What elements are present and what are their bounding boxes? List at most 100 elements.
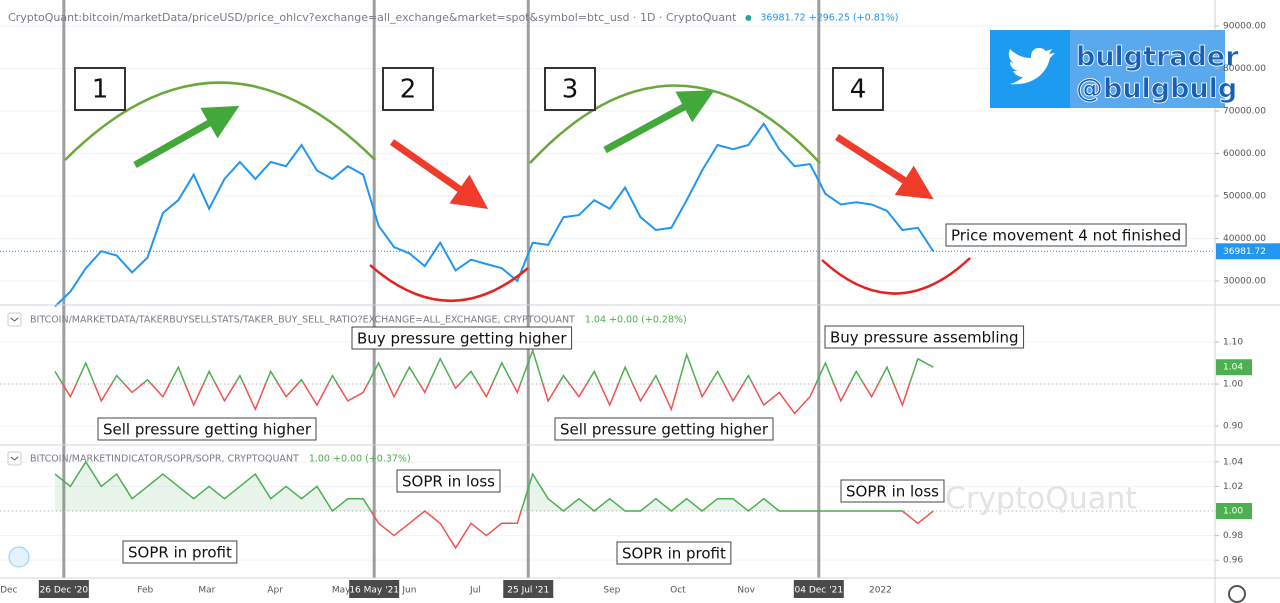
x-tick-label: Oct: [670, 586, 686, 596]
chevron: [10, 456, 19, 461]
annotation-box: [945, 223, 1187, 247]
annotation: SOPR in loss: [846, 483, 939, 501]
annotation: Sell pressure getting higher: [103, 421, 312, 439]
y-tick-label: 80000.00: [1223, 64, 1266, 74]
phase-box: [544, 67, 596, 111]
pane-quote: 1.00 +0.00 (+0.37%): [309, 454, 411, 465]
annotation: SOPR in loss: [402, 473, 495, 491]
y-tick-label: 0.96: [1223, 556, 1243, 566]
annotation: Buy pressure assembling: [830, 329, 1019, 347]
x-tick-label: 25 Jul '21: [507, 586, 549, 596]
arrow: [603, 90, 715, 154]
collapse-button[interactable]: [7, 312, 22, 327]
phase-label: 2: [400, 75, 417, 105]
pane-title: BITCOIN/MARKETINDICATOR/SOPR/SOPR, CRYPT…: [30, 454, 299, 465]
pane-quote: 36981.72 +296.25 (+0.81%): [760, 13, 898, 24]
watermark: CryptoQuant: [945, 482, 1137, 517]
line-down: [61, 384, 911, 415]
x-tick-label: Jul: [469, 586, 481, 596]
y-tick-label: 1.02: [1223, 482, 1243, 492]
phase-box: [382, 67, 434, 111]
x-tick-label: Feb: [137, 586, 153, 596]
series: [0, 121, 1215, 550]
annotation-box: [122, 540, 238, 564]
arrow: [133, 105, 240, 169]
phase-label: 3: [562, 75, 579, 105]
y-tick-label: 1.00: [1223, 380, 1243, 390]
x-tick-label: 2022: [869, 586, 892, 596]
status-dot: [745, 15, 752, 21]
x-tick-label: Sep: [603, 586, 620, 596]
line-up: [54, 460, 934, 512]
x-tick-label: Jun: [401, 586, 416, 596]
last-value-label: 36981.72: [1223, 247, 1266, 257]
annotation: Sell pressure getting higher: [560, 421, 769, 439]
x-tick-label: 26 Dec '20: [40, 586, 89, 596]
arrow: [389, 139, 489, 210]
phase-label: 1: [92, 75, 109, 105]
x-tick-label: May: [332, 586, 351, 596]
annotation-box: [396, 469, 501, 493]
y-tick-label: 0.98: [1223, 531, 1243, 541]
x-tick-highlight: [349, 580, 400, 598]
annotation-box: [351, 326, 573, 350]
trend-arc: [529, 84, 821, 164]
settings-icon[interactable]: [1228, 585, 1246, 603]
price-line: [54, 121, 935, 308]
last-value-box: [1216, 503, 1252, 520]
pane-quote: 1.04 +0.00 (+0.28%): [585, 315, 687, 326]
y-tick-label: 50000.00: [1223, 191, 1266, 201]
pane-title: CryptoQuant:bitcoin/marketData/priceUSD/…: [8, 11, 737, 24]
line-down: [331, 511, 934, 550]
badge: bulgtrader @bulgbulg: [990, 30, 1240, 108]
annotation: SOPR in profit: [622, 545, 726, 563]
annotation-box: [554, 417, 774, 441]
arrow: [835, 134, 934, 200]
last-value-box: [1216, 243, 1280, 260]
chevron: [10, 317, 19, 322]
phase-box: [74, 67, 126, 111]
x-tick-highlight: [38, 580, 89, 598]
y-tick-label: 70000.00: [1223, 106, 1266, 116]
x-tick-highlight: [793, 580, 844, 598]
x-tick-label: Nov: [737, 586, 755, 596]
x-tick-label: 04 Dec '21: [795, 586, 844, 596]
line-up: [54, 348, 934, 385]
y-tick-label: 1.10: [1223, 337, 1243, 347]
y-tick-label: 90000.00: [1223, 21, 1266, 31]
trend-arc: [821, 257, 971, 295]
collapse-button[interactable]: [7, 451, 22, 466]
logo[interactable]: [8, 546, 30, 568]
last-value-box: [1216, 359, 1252, 376]
x-tick-label: 16 May '21: [349, 586, 399, 596]
area-up: [55, 461, 934, 512]
x-tick-highlight: [503, 580, 554, 598]
x-tick-label: Apr: [267, 586, 283, 596]
badge-handle: @bulgbulg: [1076, 74, 1237, 105]
y-tick-label: 60000.00: [1223, 149, 1266, 159]
annotations: 1 2 3 4 Price movement 4 not finished Buy pre…: [74, 67, 1187, 565]
trend-arc: [369, 264, 529, 302]
trend-arc: [64, 81, 376, 161]
annotation-box: [616, 541, 732, 565]
annotation: Buy pressure getting higher: [357, 330, 567, 348]
annotation-box: [840, 479, 945, 503]
y-tick-label: 40000.00: [1223, 234, 1266, 244]
y-tick-label: 30000.00: [1223, 276, 1266, 286]
phase-box: [832, 67, 884, 111]
annotation-box: [824, 325, 1025, 349]
decorations: [64, 81, 971, 302]
annotation-box: [97, 417, 317, 441]
x-tick-label: Dec: [0, 586, 17, 596]
annotation: SOPR in profit: [128, 544, 232, 562]
badge-name: bulgtrader: [1076, 42, 1239, 73]
y-tick-label: 0.90: [1223, 422, 1243, 432]
annotation: Price movement 4 not finished: [951, 227, 1181, 245]
last-value-label: 1.00: [1223, 507, 1243, 517]
phase-label: 4: [850, 75, 867, 105]
twitter-bird: [1008, 47, 1055, 85]
y-tick-label: 1.04: [1223, 457, 1243, 467]
last-value-label: 1.04: [1223, 363, 1243, 373]
